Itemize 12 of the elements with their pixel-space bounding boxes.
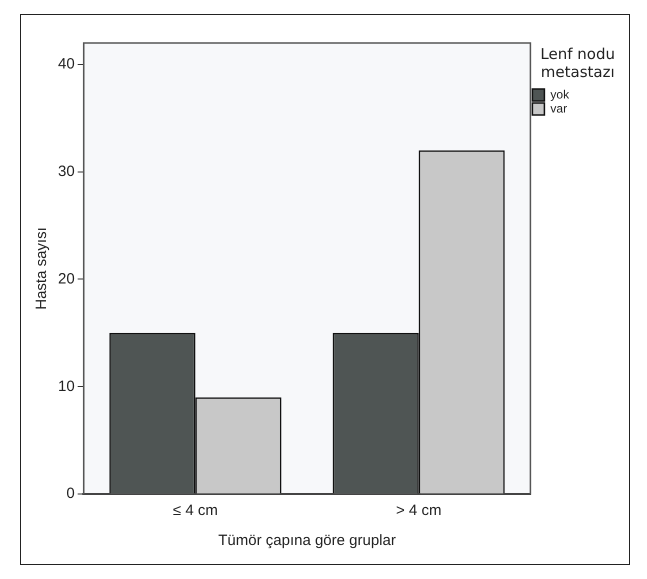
y-tick-label: 30 bbox=[58, 163, 75, 180]
legend-label: yok bbox=[550, 87, 570, 102]
y-axis-title: Hasta sayısı bbox=[33, 227, 50, 310]
y-tick-label: 40 bbox=[58, 56, 75, 73]
x-tick-label: ≤ 4 cm bbox=[172, 502, 218, 520]
y-tick-label: 0 bbox=[66, 485, 75, 502]
x-axis-title: Tümör çapına göre gruplar bbox=[218, 532, 396, 550]
x-tick-label: > 4 cm bbox=[396, 502, 442, 520]
legend-title: Lenf nodu metastazı bbox=[539, 45, 616, 81]
legend-label: var bbox=[550, 101, 568, 116]
y-tick-label: 10 bbox=[58, 378, 75, 395]
y-tick-label: 20 bbox=[58, 270, 75, 288]
